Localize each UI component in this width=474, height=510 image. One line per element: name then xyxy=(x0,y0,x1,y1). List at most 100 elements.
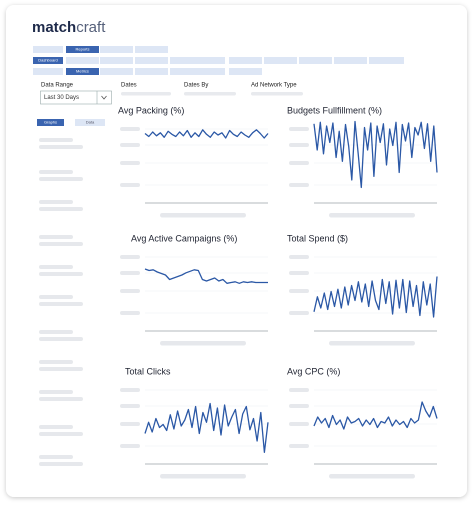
reports-label: Reports xyxy=(75,47,89,52)
sidebar-placeholder xyxy=(39,432,83,436)
axis-placeholder xyxy=(289,388,309,392)
reports-tab[interactable] xyxy=(66,46,99,53)
chart-title: Total Spend ($) xyxy=(287,233,348,243)
axis-placeholder xyxy=(120,404,140,408)
metrics-label: Metrics xyxy=(76,69,89,74)
nav-placeholder xyxy=(229,68,262,75)
nav xyxy=(33,46,404,75)
data-tab[interactable] xyxy=(75,119,105,126)
label-placeholder xyxy=(160,213,246,218)
graphs-tab[interactable] xyxy=(37,119,64,126)
data-range-value: Last 30 Days xyxy=(44,95,79,101)
sidebar-placeholder xyxy=(39,138,73,142)
chart-title: Avg CPC (%) xyxy=(287,366,340,376)
chart-title: Total Clicks xyxy=(125,366,171,376)
axis-placeholder xyxy=(120,143,140,147)
chart-title: Avg Active Campaigns (%) xyxy=(131,233,237,243)
sidebar-placeholder xyxy=(39,265,73,269)
sidebar-placeholder xyxy=(39,302,83,306)
axis-placeholder xyxy=(120,271,140,275)
axis-placeholder xyxy=(289,444,309,448)
label-placeholder xyxy=(329,474,415,479)
nav-placeholder xyxy=(264,57,297,64)
nav-placeholder xyxy=(334,57,367,64)
sidebar-placeholder xyxy=(39,330,73,334)
metrics-tab[interactable] xyxy=(66,68,99,75)
nav-placeholder xyxy=(299,57,332,64)
sidebar-placeholder xyxy=(39,360,73,364)
sidebar-placeholder xyxy=(39,390,73,394)
axis-placeholder xyxy=(120,255,140,259)
chart-title: Avg Packing (%) xyxy=(118,105,184,115)
nav-placeholder xyxy=(170,68,225,75)
sidebar-placeholder xyxy=(39,235,73,239)
axis-placeholder xyxy=(289,255,309,259)
data-label: Data xyxy=(86,120,95,125)
axis-placeholder xyxy=(289,422,309,426)
nav-placeholder xyxy=(66,57,99,64)
nav-placeholder xyxy=(135,68,168,75)
sidebar-placeholder xyxy=(39,455,73,459)
axis-placeholder xyxy=(120,127,140,131)
axis-placeholder xyxy=(289,143,309,147)
axis-placeholder xyxy=(120,388,140,392)
sidebar-placeholder xyxy=(39,207,83,211)
label-placeholder xyxy=(160,341,246,346)
axis-placeholder xyxy=(289,183,309,187)
sidebar-placeholder xyxy=(39,272,83,276)
axis-placeholder xyxy=(289,289,309,293)
axis-placeholder xyxy=(289,161,309,165)
nav-placeholder xyxy=(100,57,133,64)
data-line xyxy=(313,401,438,430)
sidebar xyxy=(39,138,83,466)
nav-placeholder xyxy=(135,46,168,53)
dashboard-tab[interactable] xyxy=(33,57,63,64)
label-placeholder xyxy=(160,474,246,479)
sidebar-placeholder xyxy=(39,462,83,466)
nav-placeholder xyxy=(229,57,262,64)
data-line xyxy=(313,276,438,318)
data-line xyxy=(144,268,268,284)
logo-bold: match xyxy=(32,19,76,36)
chevron xyxy=(101,95,107,100)
axis-placeholder xyxy=(289,271,309,275)
data-range-select[interactable] xyxy=(40,90,112,105)
dates-label: Dates xyxy=(121,83,137,89)
sidebar-placeholder xyxy=(39,170,73,174)
chart-title: Budgets Fullfillment (%) xyxy=(287,105,382,115)
nav-placeholder xyxy=(33,68,63,75)
label-placeholder xyxy=(329,341,415,346)
axis-placeholder xyxy=(120,289,140,293)
logo: matchcraft xyxy=(32,19,106,36)
data-line xyxy=(313,120,438,189)
sidebar-placeholder xyxy=(39,295,73,299)
placeholder xyxy=(251,92,303,96)
dates-by-label: Dates By xyxy=(184,83,208,89)
nav-placeholder xyxy=(33,46,63,53)
nav-placeholder xyxy=(170,57,225,64)
nav-placeholder xyxy=(100,68,133,75)
dashboard-label: Dashboard xyxy=(38,58,58,63)
axis-placeholder xyxy=(120,422,140,426)
sidebar-placeholder xyxy=(39,242,83,246)
axis-placeholder xyxy=(289,311,309,315)
axis-placeholder xyxy=(120,183,140,187)
axis-placeholder xyxy=(120,311,140,315)
sidebar-placeholder xyxy=(39,425,73,429)
sidebar-placeholder xyxy=(39,337,83,341)
data-range-label: Data Range xyxy=(41,83,74,89)
sidebar-placeholder xyxy=(39,200,73,204)
axis-placeholder xyxy=(120,161,140,165)
label-placeholder xyxy=(329,213,415,218)
nav-placeholder xyxy=(100,46,133,53)
data-line xyxy=(144,129,269,139)
logo-light: craft xyxy=(76,19,106,36)
axis-placeholder xyxy=(289,127,309,131)
axis-placeholder xyxy=(120,444,140,448)
placeholder xyxy=(184,92,236,96)
sidebar-placeholder xyxy=(39,397,83,401)
nav-placeholder xyxy=(135,57,168,64)
axis-placeholder xyxy=(289,404,309,408)
nav-placeholder xyxy=(369,57,404,64)
